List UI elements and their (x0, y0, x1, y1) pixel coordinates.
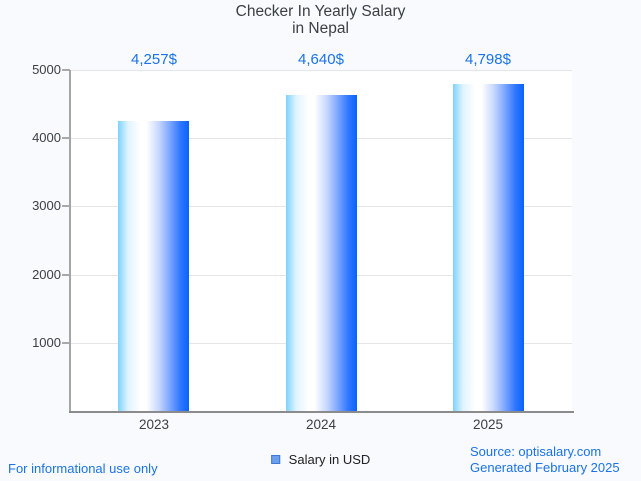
x-axis-line (69, 411, 574, 413)
y-tick-3000 (62, 205, 70, 207)
y-axis-label-2000: 2000 (32, 267, 61, 282)
y-tick-4000 (62, 137, 70, 139)
value-label-2023: 4,257$ (131, 51, 177, 68)
source-link[interactable]: Source: optisalary.com (470, 444, 602, 459)
y-axis-line (69, 70, 71, 413)
y-axis-label-3000: 3000 (32, 198, 61, 213)
x-axis-label-2024: 2024 (305, 417, 337, 432)
chart-title-line1: Checker In Yearly Salary (235, 3, 406, 20)
bar-2025 (453, 84, 524, 411)
generated-text: Generated February 2025 (470, 460, 620, 475)
y-tick-2000 (62, 274, 70, 276)
x-axis-label-2023: 2023 (138, 417, 170, 432)
bar-2024 (286, 95, 357, 411)
value-label-2025: 4,798$ (465, 51, 511, 68)
y-tick-5000 (62, 69, 70, 71)
disclaimer-text: For informational use only (8, 461, 158, 476)
legend-label: Salary in USD (288, 452, 371, 467)
y-axis-label-4000: 4000 (32, 130, 61, 145)
chart-title-line2: in Nepal (292, 20, 349, 37)
y-tick-1000 (62, 342, 70, 344)
chart-title: Checker In Yearly Salary in Nepal (0, 3, 641, 37)
y-axis-label-5000: 5000 (32, 62, 61, 77)
legend-item[interactable]: Salary in USD (270, 452, 371, 467)
value-label-2024: 4,640$ (298, 51, 344, 68)
bar-2023 (118, 121, 189, 411)
y-axis-label-1000: 1000 (32, 335, 61, 350)
gridline-5000 (71, 70, 572, 71)
legend-swatch-icon (270, 455, 280, 464)
x-axis-label-2025: 2025 (472, 417, 504, 432)
source-block: Source: optisalary.com Generated Februar… (470, 444, 620, 476)
